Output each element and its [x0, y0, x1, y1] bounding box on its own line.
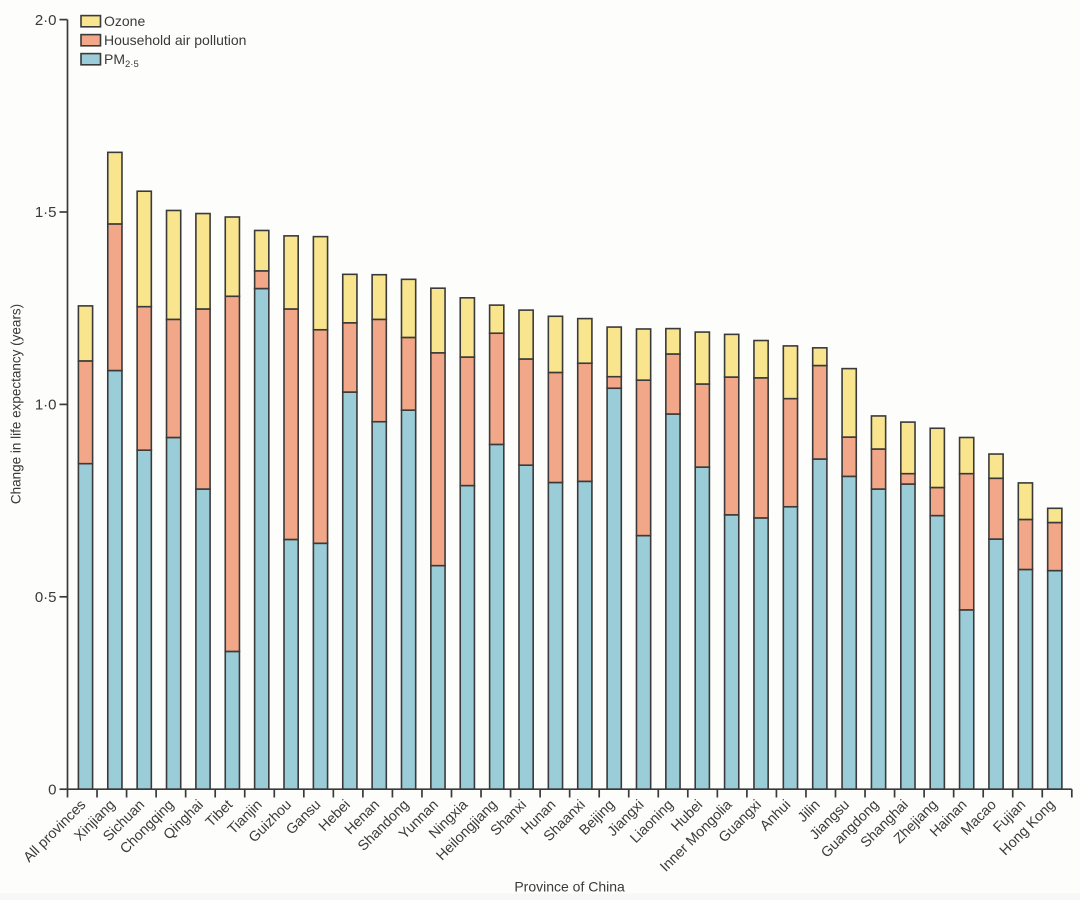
svg-text:Province of China: Province of China [514, 879, 625, 895]
svg-text:Ozone: Ozone [104, 13, 145, 29]
svg-text:Household air pollution: Household air pollution [104, 32, 246, 48]
svg-text:2·0: 2·0 [35, 12, 57, 29]
svg-text:0·5: 0·5 [35, 589, 57, 606]
svg-text:1·0: 1·0 [35, 397, 57, 414]
svg-text:1·5: 1·5 [35, 204, 57, 221]
svg-text:0: 0 [48, 781, 56, 798]
svg-text:Change in life expectancy (yea: Change in life expectancy (years) [9, 304, 24, 504]
